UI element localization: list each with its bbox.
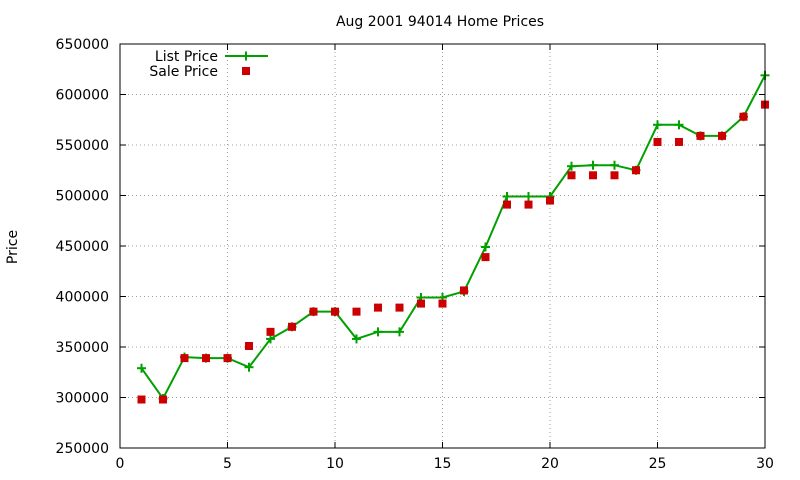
x-tick-label: 25 bbox=[649, 456, 667, 472]
list-price-point bbox=[588, 160, 598, 170]
y-tick-label: 550000 bbox=[56, 138, 109, 154]
sale-price-point bbox=[481, 253, 490, 262]
y-tick-label: 650000 bbox=[56, 37, 109, 53]
sale-price-point bbox=[309, 307, 318, 316]
sale-price-point bbox=[675, 137, 683, 146]
sale-price-point bbox=[245, 341, 253, 350]
x-tick-label: 0 bbox=[116, 456, 125, 472]
y-tick-label: 350000 bbox=[56, 340, 109, 356]
sale-price-point bbox=[610, 171, 619, 180]
axes: 0 5 10 15 20 25 30 250000 300000 350000 400000 4500… bbox=[56, 37, 774, 472]
x-tick-label: 30 bbox=[756, 456, 774, 472]
list-price-point bbox=[137, 363, 146, 373]
legend-label: Sale Price bbox=[149, 64, 218, 80]
sale-price-point bbox=[696, 131, 705, 140]
x-tick-label: 10 bbox=[326, 456, 344, 472]
sale-price-point bbox=[503, 200, 511, 209]
sale-price-point bbox=[589, 171, 597, 180]
y-tick-label: 300000 bbox=[56, 391, 109, 407]
sale-price-point bbox=[288, 322, 296, 331]
y-tick-label: 450000 bbox=[56, 239, 109, 255]
list-price-point bbox=[352, 334, 361, 344]
list-price-point bbox=[373, 327, 383, 337]
chart-title: Aug 2001 94014 Home Prices bbox=[336, 14, 544, 30]
sale-price-point bbox=[632, 166, 640, 175]
legend-label: List Price bbox=[155, 49, 218, 65]
sale-price-point bbox=[567, 171, 576, 180]
list-price-point bbox=[524, 192, 533, 202]
x-tick-label: 20 bbox=[541, 456, 559, 472]
list-price-point bbox=[567, 161, 576, 171]
list-price-line bbox=[140, 74, 766, 401]
sale-price-point bbox=[546, 196, 554, 205]
plot-area-border bbox=[119, 43, 766, 449]
list-price-point bbox=[653, 120, 662, 130]
sale-price-point bbox=[460, 286, 468, 295]
sale-price-point bbox=[438, 299, 447, 308]
list-price-point bbox=[674, 120, 684, 130]
sale-price-point bbox=[137, 395, 146, 404]
list-price-point bbox=[266, 334, 275, 344]
sale-price-point bbox=[266, 327, 275, 336]
sale-price-point bbox=[202, 354, 210, 363]
list-price-point bbox=[244, 362, 254, 372]
sale-price-point bbox=[395, 303, 404, 312]
sale-price-point bbox=[524, 200, 533, 209]
y-axis-label: Price bbox=[5, 230, 21, 264]
sale-price-point bbox=[739, 112, 748, 121]
x-tick-label: 15 bbox=[434, 456, 452, 472]
legend-swatch-marker bbox=[242, 67, 250, 75]
sale-price-point bbox=[417, 299, 425, 308]
list-price-point bbox=[502, 192, 512, 202]
list-price-point bbox=[610, 160, 619, 170]
sale-price-point bbox=[159, 395, 167, 404]
sale-price-point bbox=[352, 307, 361, 316]
sale-price-point bbox=[331, 307, 339, 316]
sale-price-point bbox=[223, 354, 232, 363]
list-price-point bbox=[481, 242, 490, 252]
y-tick-label: 400000 bbox=[56, 290, 109, 306]
sale-price-point bbox=[653, 137, 662, 146]
legend-swatch-marker bbox=[241, 51, 251, 61]
plot-series bbox=[137, 70, 770, 404]
grid bbox=[120, 44, 765, 448]
x-tick-label: 5 bbox=[223, 456, 232, 472]
list-price-point bbox=[395, 327, 404, 337]
sale-price-point bbox=[180, 354, 189, 363]
y-tick-label: 600000 bbox=[56, 88, 109, 104]
sale-price-point bbox=[718, 131, 726, 140]
y-tick-label: 500000 bbox=[56, 189, 109, 205]
sale-price-point bbox=[374, 303, 382, 312]
y-tick-label: 250000 bbox=[56, 441, 109, 457]
